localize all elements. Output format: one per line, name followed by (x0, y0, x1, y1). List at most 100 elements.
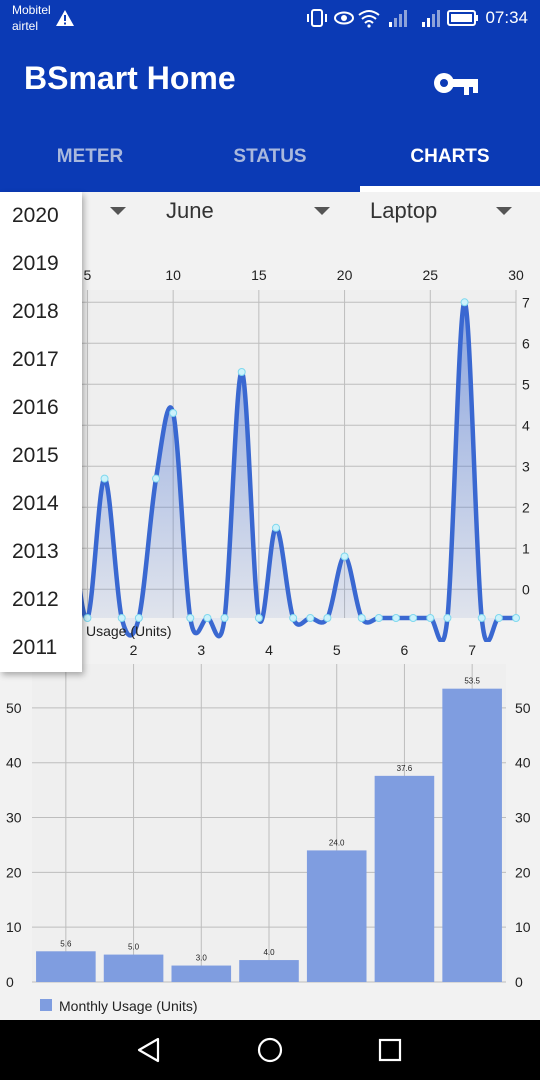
data-point (117, 614, 126, 622)
legend-swatch (40, 999, 52, 1011)
x-tick-label: 30 (508, 267, 524, 283)
clock-time: 07:34 (485, 8, 528, 27)
key-icon[interactable] (432, 66, 482, 100)
year-option-2011[interactable]: 2011 (12, 636, 58, 659)
monthly-usage-chart: 5.6 5.0 3.0 4.0 24.0 37.6 53.5 2 3 4 5 6 7 0 0 10 10 20… (6, 642, 531, 1014)
x-tick-label: 4 (265, 642, 273, 658)
vibrate-icon (307, 9, 327, 27)
x-tick-label: 2 (130, 642, 138, 658)
year-option-2014[interactable]: 2014 (12, 492, 59, 515)
data-point (203, 614, 212, 622)
bar-value-label: 5.6 (60, 939, 72, 948)
x-tick-label: 5 (84, 267, 92, 283)
y-tick-label-left: 40 (6, 755, 22, 771)
data-point (169, 409, 178, 417)
x-tick-label: 25 (422, 267, 438, 283)
bar (171, 965, 232, 982)
y-tick-label-left: 0 (6, 974, 14, 990)
year-option-2016[interactable]: 2016 (12, 396, 59, 419)
y-tick-label: 6 (522, 335, 530, 351)
device-dropdown-arrow-icon[interactable] (496, 207, 512, 215)
year-option-2015[interactable]: 2015 (12, 444, 59, 467)
data-point (220, 614, 229, 622)
data-point (272, 523, 280, 532)
filter-bar: June Laptop (0, 192, 540, 234)
bar (442, 688, 502, 982)
y-tick-label-left: 30 (6, 810, 22, 826)
navigation-bar (0, 1020, 540, 1080)
carrier-name-secondary: airtel (12, 19, 39, 33)
data-point (357, 614, 366, 622)
y-tick-label-right: 0 (515, 974, 523, 990)
data-point (426, 614, 435, 622)
year-option-2020[interactable]: 2020 (12, 204, 59, 227)
year-option-2013[interactable]: 2013 (12, 540, 59, 563)
wifi-icon (358, 10, 380, 28)
data-point (340, 552, 349, 561)
y-tick-label-left: 10 (6, 919, 22, 935)
y-tick-label: 2 (522, 499, 530, 515)
data-point (186, 614, 195, 622)
data-point (409, 614, 418, 622)
tab-bar: METER STATUS CHARTS (0, 128, 540, 192)
data-point (460, 298, 469, 307)
app-title: BSmart Home (24, 60, 236, 96)
usage-area-fill (36, 302, 516, 642)
month-select[interactable]: June (166, 198, 214, 223)
year-option-2012[interactable]: 2012 (12, 588, 59, 611)
data-point (100, 474, 109, 483)
back-icon[interactable] (134, 1035, 164, 1065)
line-chart-legend: Usage (Units) (86, 623, 172, 639)
signal-icon (422, 10, 440, 27)
recents-icon[interactable] (375, 1035, 405, 1065)
data-point (134, 614, 143, 622)
signal-icon (389, 10, 407, 27)
x-tick-label: 7 (468, 642, 476, 658)
tab-indicator (360, 186, 540, 192)
y-tick-label: 1 (522, 540, 530, 556)
status-bar: Mobitel airtel 07:34 (0, 0, 540, 36)
home-icon[interactable] (255, 1035, 285, 1065)
y-tick-label-right: 30 (515, 810, 531, 826)
data-point (477, 614, 486, 622)
daily-usage-chart: 5 10 15 20 25 30 0 1 2 3 4 5 6 7 Usage (Units) (32, 267, 530, 642)
data-point (254, 614, 263, 622)
year-dropdown-menu: 2020 2019 2018 2017 2016 2015 2014 2013 … (0, 192, 82, 672)
x-tick-label: 5 (333, 642, 341, 658)
x-tick-label: 3 (197, 642, 205, 658)
tab-status[interactable]: STATUS (233, 146, 307, 167)
data-point (83, 614, 92, 622)
bar-value-label: 53.5 (464, 677, 480, 686)
eye-icon (334, 11, 354, 25)
y-tick-label-right: 10 (515, 919, 531, 935)
bar-value-label: 37.6 (397, 764, 413, 773)
app-bar: BSmart Home (0, 36, 540, 128)
bar (36, 951, 96, 982)
y-tick-label-right: 40 (515, 755, 531, 771)
bar (239, 960, 299, 982)
bar (374, 775, 435, 982)
data-point (392, 614, 400, 622)
data-point (323, 614, 332, 622)
year-option-2019[interactable]: 2019 (12, 252, 59, 275)
data-point (306, 614, 315, 622)
data-point (494, 614, 503, 622)
device-select[interactable]: Laptop (370, 198, 438, 223)
data-point (512, 614, 520, 622)
year-option-2018[interactable]: 2018 (12, 300, 59, 323)
year-option-2017[interactable]: 2017 (12, 348, 59, 371)
y-tick-label: 7 (522, 294, 530, 310)
y-tick-label-right: 50 (515, 700, 531, 716)
bar (103, 954, 164, 982)
y-tick-label: 5 (522, 376, 530, 392)
tab-charts[interactable]: CHARTS (410, 146, 490, 167)
y-tick-label-right: 20 (515, 864, 531, 880)
month-dropdown-arrow-icon[interactable] (314, 207, 330, 215)
year-dropdown-arrow-icon[interactable] (110, 207, 126, 215)
x-tick-label: 6 (401, 642, 409, 658)
tab-meter[interactable]: METER (56, 146, 124, 167)
data-point (289, 614, 298, 622)
x-tick-label: 20 (337, 267, 353, 283)
data-point (237, 368, 246, 376)
x-tick-label: 10 (165, 267, 181, 283)
